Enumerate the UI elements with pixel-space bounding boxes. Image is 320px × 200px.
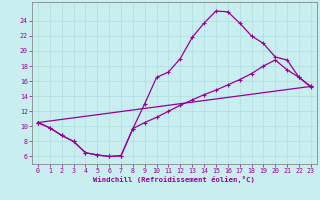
X-axis label: Windchill (Refroidissement éolien,°C): Windchill (Refroidissement éolien,°C) — [93, 176, 255, 183]
